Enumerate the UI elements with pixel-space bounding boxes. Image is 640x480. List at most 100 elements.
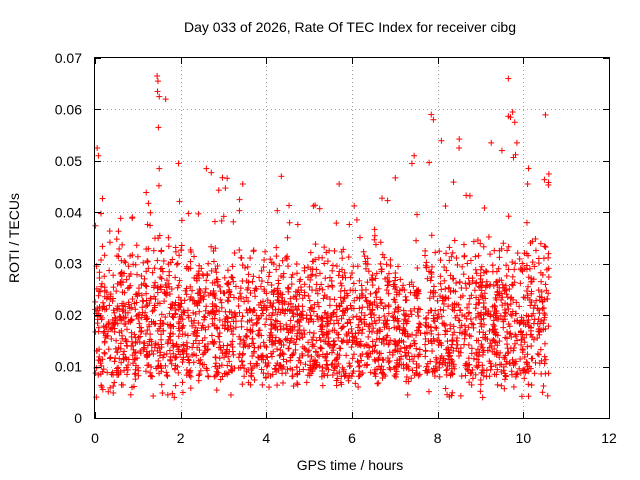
data-point bbox=[371, 232, 378, 239]
data-point bbox=[104, 332, 111, 339]
data-point bbox=[210, 258, 217, 265]
data-point bbox=[124, 285, 131, 292]
data-point bbox=[545, 254, 552, 261]
data-point bbox=[132, 376, 139, 383]
data-point bbox=[372, 290, 379, 297]
data-point bbox=[98, 316, 105, 323]
data-point bbox=[202, 285, 209, 292]
data-point bbox=[489, 262, 496, 269]
data-point bbox=[465, 341, 472, 348]
data-point bbox=[191, 317, 198, 324]
data-point bbox=[244, 333, 251, 340]
data-point bbox=[294, 380, 301, 387]
x-axis-ticks: 0 2 4 6 8 10 12 bbox=[91, 58, 617, 446]
data-point bbox=[366, 344, 373, 351]
data-point bbox=[191, 297, 198, 304]
data-point bbox=[365, 323, 372, 330]
data-point bbox=[422, 347, 429, 354]
data-point bbox=[131, 356, 138, 363]
data-point bbox=[217, 288, 224, 295]
data-point bbox=[152, 279, 159, 286]
data-point bbox=[496, 254, 503, 261]
data-point bbox=[494, 381, 501, 388]
data-point bbox=[146, 338, 153, 345]
data-point bbox=[224, 326, 231, 333]
data-point bbox=[224, 280, 231, 287]
data-point bbox=[483, 268, 490, 275]
data-point bbox=[377, 239, 384, 246]
data-point bbox=[131, 371, 138, 378]
data-point bbox=[477, 388, 484, 395]
data-point bbox=[125, 301, 132, 308]
data-point bbox=[523, 288, 530, 295]
data-point bbox=[355, 383, 362, 390]
data-point bbox=[202, 326, 209, 333]
data-point bbox=[117, 314, 124, 321]
data-point bbox=[537, 346, 544, 353]
data-point bbox=[312, 202, 319, 209]
data-point bbox=[512, 260, 519, 267]
data-point bbox=[227, 366, 234, 373]
data-point bbox=[377, 300, 384, 307]
data-point bbox=[331, 247, 338, 254]
data-point bbox=[338, 315, 345, 322]
data-point bbox=[509, 273, 516, 280]
data-point bbox=[195, 372, 202, 379]
data-point bbox=[196, 360, 203, 367]
data-point bbox=[265, 370, 272, 377]
data-point bbox=[136, 320, 143, 327]
data-point bbox=[121, 348, 128, 355]
data-point bbox=[502, 373, 509, 380]
data-point bbox=[179, 331, 186, 338]
data-point bbox=[359, 326, 366, 333]
data-point bbox=[113, 236, 120, 243]
data-point bbox=[239, 350, 246, 357]
data-point bbox=[156, 345, 163, 352]
data-point bbox=[457, 392, 464, 399]
data-point bbox=[239, 181, 246, 187]
data-point bbox=[113, 337, 120, 344]
data-point bbox=[214, 278, 221, 285]
data-point bbox=[317, 345, 324, 352]
data-point bbox=[387, 262, 394, 269]
data-point bbox=[438, 286, 445, 293]
data-point bbox=[212, 245, 219, 252]
data-point bbox=[321, 260, 328, 267]
data-point bbox=[243, 277, 250, 284]
data-point bbox=[225, 279, 232, 286]
data-point bbox=[147, 222, 154, 229]
data-point bbox=[155, 124, 162, 131]
data-point bbox=[366, 328, 373, 335]
data-point bbox=[345, 254, 352, 261]
data-point bbox=[408, 160, 415, 167]
data-point bbox=[301, 331, 308, 338]
data-point bbox=[126, 305, 133, 312]
data-point bbox=[333, 382, 340, 389]
data-point bbox=[165, 234, 172, 241]
data-point bbox=[351, 297, 358, 304]
data-point bbox=[236, 247, 243, 254]
data-point bbox=[109, 298, 116, 305]
data-point bbox=[101, 339, 108, 346]
data-point bbox=[148, 341, 155, 348]
data-point bbox=[157, 266, 164, 273]
data-point bbox=[144, 351, 151, 358]
data-point bbox=[186, 372, 193, 379]
data-point bbox=[186, 296, 193, 303]
data-point bbox=[169, 390, 176, 397]
data-point bbox=[196, 286, 203, 293]
data-point bbox=[383, 261, 390, 268]
data-point bbox=[97, 288, 104, 295]
data-point bbox=[101, 252, 108, 259]
data-point bbox=[108, 335, 115, 342]
data-point bbox=[194, 272, 201, 279]
data-point bbox=[367, 290, 374, 297]
data-point bbox=[288, 307, 295, 314]
data-point bbox=[363, 298, 370, 305]
data-point bbox=[279, 257, 286, 264]
data-point bbox=[165, 243, 172, 250]
data-point bbox=[131, 300, 138, 307]
data-point bbox=[428, 111, 435, 118]
x-tick-label: 2 bbox=[177, 430, 185, 446]
data-point bbox=[402, 312, 409, 319]
